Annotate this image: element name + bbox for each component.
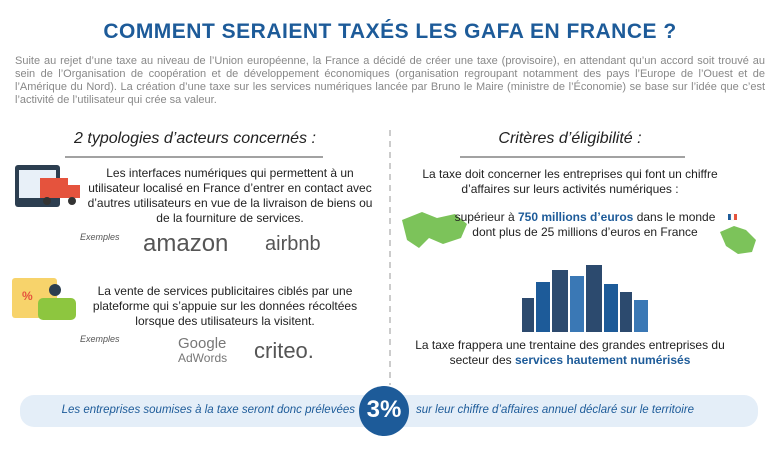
rate-circle [359, 386, 409, 436]
examples-label: Exemples [80, 232, 120, 242]
map-icon [402, 212, 756, 254]
logo-amazon: amazon [143, 230, 229, 257]
text: La taxe frappera une trentaine des grand… [415, 338, 725, 367]
intro: Suite au rejet d’une taxe au niveau de l… [15, 55, 765, 106]
text: supérieur à [454, 210, 515, 224]
item-text: Les interfaces numériques qui permettent… [87, 166, 373, 225]
logo-text: AdWords [178, 351, 228, 365]
left-heading: 2 typologies d’acteurs concernés : [74, 130, 316, 147]
highlight: 750 millions d’euros [517, 210, 634, 224]
footer-after: sur leur chiffre d’affaires annuel décla… [416, 404, 695, 416]
text: dans le monde [636, 210, 716, 224]
threshold: supérieur à 750 millions d’euros dans le… [450, 210, 720, 240]
logo-airbnb: airbnb [265, 233, 321, 255]
examples-label: Exemples [80, 334, 120, 344]
skyline-icon [522, 265, 648, 332]
scope: La taxe frappera une trentaine des grand… [415, 338, 725, 368]
rate: 3% [366, 396, 402, 423]
ad-icon: % [12, 278, 76, 320]
criteria: La taxe doit concerner les entreprises q… [422, 167, 718, 196]
logo-text: Google [178, 335, 227, 352]
item-text: La vente de services publicitaires ciblé… [92, 284, 358, 328]
right-heading: Critères d’éligibilité : [498, 130, 642, 147]
logo-criteo: criteo. [254, 338, 314, 363]
truck-icon [15, 165, 80, 207]
logo-google: Google AdWords [178, 336, 227, 366]
title: COMMENT SERAIENT TAXÉS LES GAFA EN FRANC… [103, 20, 677, 43]
svg-text:%: % [22, 289, 33, 303]
highlight: services hautement numérisés [514, 353, 691, 367]
text: dont plus de 25 millions d’euros en Fran… [472, 225, 698, 239]
footer-before: Les entreprises soumises à la taxe seron… [61, 404, 355, 416]
